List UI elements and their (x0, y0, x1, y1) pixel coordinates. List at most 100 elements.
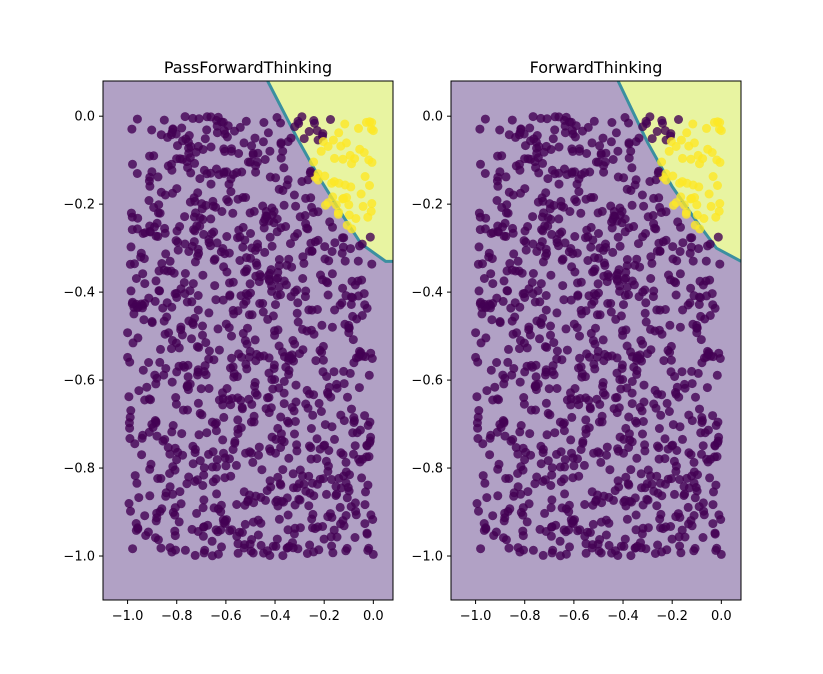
point-class-0 (481, 524, 491, 534)
point-class-0 (550, 428, 560, 438)
point-class-0 (530, 479, 540, 489)
point-class-0 (314, 545, 324, 555)
point-class-0 (267, 286, 277, 296)
point-class-0 (211, 295, 221, 305)
point-class-0 (655, 202, 665, 212)
point-class-0 (561, 504, 571, 514)
scatter-points (123, 112, 378, 561)
point-class-0 (501, 232, 511, 241)
point-class-0 (607, 217, 617, 227)
point-class-0 (542, 430, 552, 440)
point-class-0 (598, 335, 608, 345)
point-class-0 (561, 324, 571, 334)
point-class-0 (587, 138, 597, 148)
point-class-0 (284, 369, 294, 379)
point-class-0 (319, 534, 329, 544)
point-class-1 (367, 199, 377, 208)
point-class-0 (265, 232, 275, 242)
point-class-0 (347, 293, 357, 303)
point-class-0 (302, 549, 312, 558)
point-class-0 (540, 508, 550, 518)
point-class-0 (310, 237, 320, 247)
point-class-0 (153, 535, 163, 545)
point-class-0 (144, 196, 154, 205)
point-class-0 (172, 455, 182, 465)
point-class-0 (696, 311, 706, 321)
point-class-0 (348, 311, 358, 321)
point-class-0 (181, 134, 191, 144)
point-class-0 (482, 493, 492, 503)
point-class-0 (693, 368, 703, 378)
point-class-0 (211, 474, 221, 484)
point-class-0 (573, 290, 583, 300)
point-class-0 (674, 392, 684, 402)
point-class-0 (323, 466, 333, 476)
point-class-0 (368, 515, 378, 524)
point-class-0 (578, 436, 588, 446)
x-axis: −1.0 −0.8 −0.6 −0.4 −0.2 0.0 (112, 600, 384, 624)
point-class-0 (245, 279, 255, 289)
y-tick-label: 0.0 (422, 110, 443, 125)
point-class-0 (290, 417, 300, 426)
point-class-1 (695, 224, 705, 234)
point-class-0 (156, 543, 166, 553)
point-class-0 (555, 551, 565, 561)
point-class-0 (217, 542, 226, 552)
point-class-0 (241, 116, 251, 126)
point-class-0 (188, 459, 198, 469)
point-class-0 (284, 453, 294, 463)
point-class-1 (323, 142, 333, 151)
point-class-0 (710, 529, 720, 539)
point-class-0 (641, 317, 651, 327)
point-class-0 (538, 257, 548, 267)
point-class-0 (351, 510, 361, 520)
point-class-0 (226, 187, 236, 197)
point-class-0 (259, 217, 269, 227)
point-class-0 (634, 133, 644, 143)
point-class-0 (288, 336, 298, 345)
point-class-0 (570, 167, 580, 177)
point-class-0 (318, 355, 328, 365)
point-class-0 (312, 126, 322, 136)
point-class-0 (124, 418, 134, 428)
point-class-1 (321, 200, 330, 210)
point-class-1 (368, 126, 378, 136)
point-class-0 (546, 531, 556, 541)
point-class-0 (343, 392, 352, 402)
point-class-0 (490, 382, 500, 392)
point-class-0 (571, 197, 581, 207)
point-class-0 (501, 474, 511, 483)
point-class-0 (709, 487, 718, 497)
point-class-0 (288, 469, 298, 479)
point-class-0 (482, 386, 492, 396)
point-class-0 (305, 389, 314, 399)
point-class-0 (127, 225, 137, 235)
point-class-0 (675, 247, 685, 256)
point-class-0 (327, 541, 337, 551)
point-class-0 (597, 498, 607, 508)
point-class-0 (301, 486, 311, 496)
point-class-0 (276, 290, 285, 300)
point-class-0 (503, 357, 513, 367)
point-class-0 (132, 114, 142, 124)
point-class-0 (590, 253, 599, 263)
point-class-0 (193, 244, 203, 254)
point-class-0 (476, 544, 486, 554)
point-class-0 (524, 499, 534, 509)
point-class-0 (323, 290, 333, 300)
point-class-0 (138, 365, 148, 375)
point-class-0 (171, 393, 181, 402)
point-class-0 (237, 352, 246, 362)
point-class-0 (348, 335, 358, 345)
point-class-0 (257, 465, 267, 475)
point-class-0 (232, 372, 242, 382)
point-class-0 (621, 472, 631, 482)
point-class-0 (546, 321, 555, 331)
point-class-0 (299, 479, 309, 489)
point-class-0 (266, 446, 275, 456)
point-class-0 (249, 206, 259, 216)
point-class-0 (128, 338, 138, 348)
point-class-0 (671, 512, 681, 522)
point-class-0 (535, 297, 545, 307)
point-class-0 (528, 545, 538, 555)
